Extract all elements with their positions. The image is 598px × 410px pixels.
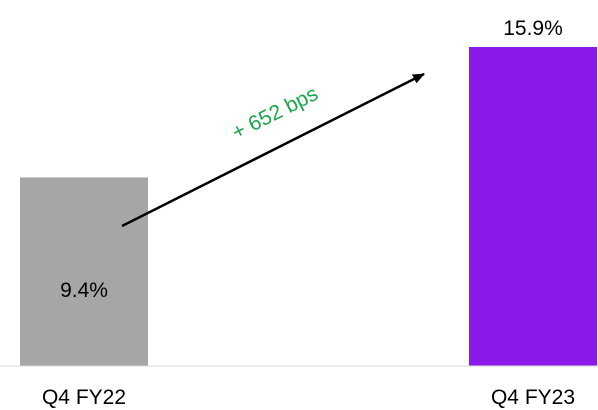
bar-q4-fy23 xyxy=(469,47,597,366)
change-arrow xyxy=(121,72,425,228)
category-label-q4-fy22: Q4 FY22 xyxy=(42,386,126,409)
bar-q4-fy22 xyxy=(20,177,148,366)
category-label-q4-fy23: Q4 FY23 xyxy=(491,386,575,409)
value-label-q4-fy23: 15.9% xyxy=(503,17,563,40)
change-annotation: + 652 bps xyxy=(228,82,321,144)
value-label-q4-fy22: 9.4% xyxy=(60,279,108,302)
